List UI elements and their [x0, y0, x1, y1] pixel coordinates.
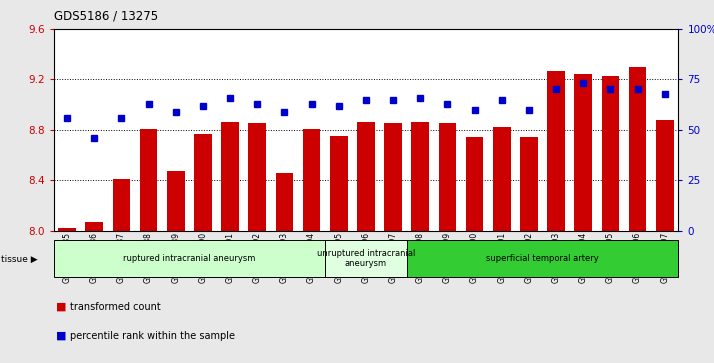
Bar	[520, 137, 538, 231]
Text: superficial temporal artery: superficial temporal artery	[486, 254, 599, 263]
Text: ■: ■	[56, 331, 66, 341]
Bar	[438, 123, 456, 231]
Bar	[656, 120, 673, 231]
Text: unruptured intracranial
aneurysm: unruptured intracranial aneurysm	[317, 249, 415, 268]
Bar	[194, 134, 212, 231]
Bar	[330, 136, 348, 231]
Bar	[276, 172, 293, 231]
Bar	[303, 129, 321, 231]
Bar	[167, 171, 185, 231]
Bar	[547, 70, 565, 231]
Bar	[140, 129, 158, 231]
Bar	[629, 67, 646, 231]
Text: ■: ■	[56, 302, 66, 312]
Bar	[574, 74, 592, 231]
Text: ruptured intracranial aneurysm: ruptured intracranial aneurysm	[124, 254, 256, 263]
Bar	[466, 137, 483, 231]
Bar	[86, 222, 103, 231]
FancyBboxPatch shape	[325, 240, 407, 277]
Bar	[602, 76, 619, 231]
Bar	[493, 127, 511, 231]
Bar	[113, 179, 130, 231]
Bar	[357, 122, 375, 231]
Text: percentile rank within the sample: percentile rank within the sample	[70, 331, 235, 341]
Text: GDS5186 / 13275: GDS5186 / 13275	[54, 9, 158, 22]
Bar	[221, 122, 239, 231]
Bar	[384, 123, 402, 231]
Text: tissue ▶: tissue ▶	[1, 255, 38, 264]
FancyBboxPatch shape	[407, 240, 678, 277]
Bar	[59, 228, 76, 231]
Bar	[411, 122, 429, 231]
Bar	[248, 123, 266, 231]
FancyBboxPatch shape	[54, 240, 325, 277]
Text: transformed count: transformed count	[70, 302, 161, 312]
